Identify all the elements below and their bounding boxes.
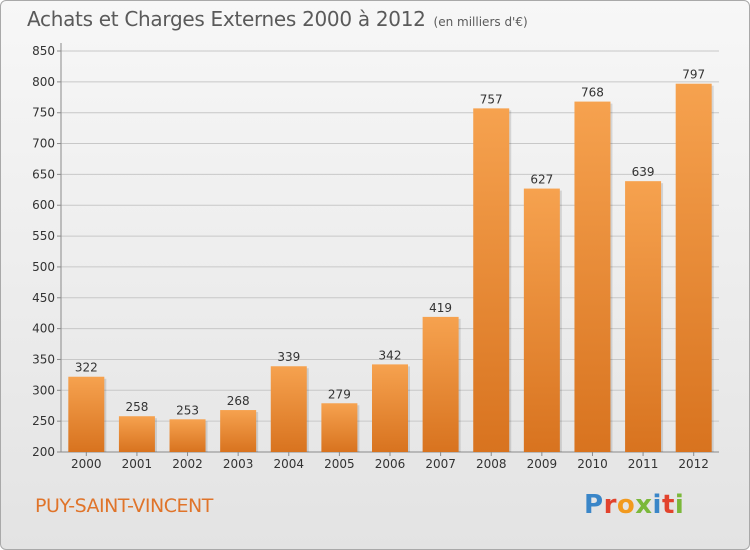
chart-subtitle: (en milliers d'€) [433,15,528,29]
x-tick-label-2007: 2007 [425,457,456,471]
bar-2006 [372,364,408,452]
x-tick-label-2006: 2006 [375,457,406,471]
commune-name: PUY-SAINT-VINCENT [35,495,213,517]
y-tick-label-850: 850 [32,44,55,58]
bar-2004 [270,366,307,452]
data-label-2011: 639 [632,165,655,179]
logo-letter: i [674,490,685,520]
data-labels: 322 258 253 268 339 279 342 419 757 627 768 639 797 [75,68,705,418]
y-tick-label-550: 550 [32,229,55,243]
bar-2010 [574,101,611,452]
logo-letter: r [603,490,617,520]
bar-2008 [473,108,510,453]
data-label-2010: 768 [581,86,604,100]
logo-letter: i [652,490,662,520]
data-label-2006: 342 [379,348,402,362]
y-tick-label-750: 750 [32,106,55,120]
tick-labels: 200 250 300 350 400 450 500 550 600 650 700 750 800 8… [32,44,709,471]
y-tick-label-650: 650 [32,167,55,181]
y-tick-label-500: 500 [32,260,55,274]
y-tick-label-400: 400 [32,322,55,336]
chart-title-text: Achats et Charges Externes 2000 à 2012 [27,7,426,31]
data-label-2001: 258 [125,400,148,414]
x-tick-label-2005: 2005 [324,457,355,471]
x-tick-label-2010: 2010 [577,457,608,471]
x-tick-label-2002: 2002 [172,457,203,471]
bar-2003 [220,410,257,452]
data-label-2002: 253 [176,403,199,417]
x-tick-label-2001: 2001 [122,457,153,471]
y-tick-label-250: 250 [32,414,55,428]
x-tick-label-2008: 2008 [476,457,507,471]
logo-letter: P [584,490,604,520]
logo-letter: o [616,490,636,520]
data-label-2009: 627 [530,173,553,187]
bar-2005 [321,403,358,452]
bar-2011 [625,181,662,452]
y-tick-label-700: 700 [32,137,55,151]
bar-2001 [118,416,155,452]
x-tick-label-2000: 2000 [71,457,102,471]
logo-letter: t [661,490,675,520]
x-tick-label-2004: 2004 [273,457,304,471]
x-tick-label-2012: 2012 [678,457,709,471]
proxiti-logo[interactable]: Proxiti [584,490,684,520]
x-tick-label-2003: 2003 [223,457,254,471]
y-tick-label-600: 600 [32,198,55,212]
bar-2007 [422,316,459,452]
data-label-2008: 757 [480,92,503,106]
bar-2000 [68,376,105,452]
x-tick-label-2011: 2011 [628,457,659,471]
data-label-2007: 419 [429,301,452,315]
bar-2012 [675,83,712,452]
data-label-2003: 268 [227,394,250,408]
y-tick-label-200: 200 [32,445,55,459]
bar-2009 [523,188,560,452]
data-label-2005: 279 [328,387,351,401]
data-label-2004: 339 [277,350,300,364]
bars [68,83,714,453]
y-tick-label-350: 350 [32,352,55,366]
data-label-2000: 322 [75,361,98,375]
bar-2002 [169,419,206,452]
y-tick-label-450: 450 [32,291,55,305]
chart-title: Achats et Charges Externes 2000 à 2012 (e… [27,7,528,31]
y-tick-label-800: 800 [32,75,55,89]
y-tick-label-300: 300 [32,383,55,397]
x-tick-label-2009: 2009 [527,457,558,471]
data-label-2012: 797 [682,68,705,82]
logo-letter: x [635,490,653,520]
